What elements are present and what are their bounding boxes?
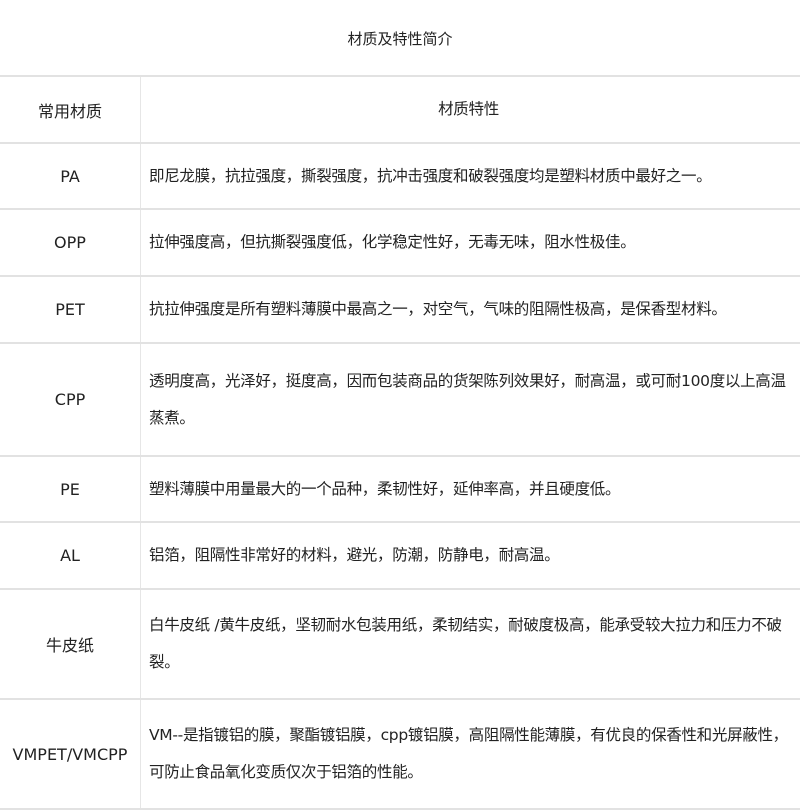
properties-cell: 即尼龙膜，抗拉强度，撕裂强度，抗冲击强度和破裂强度均是塑料材质中最好之一。 <box>141 143 800 209</box>
table-row: VMPET/VMCPP VM--是指镀铝的膜，聚酯镀铝膜，cpp镀铝膜，高阻隔性… <box>0 699 800 809</box>
table-row: OPP 拉伸强度高，但抗撕裂强度低，化学稳定性好，无毒无味，阻水性极佳。 <box>0 209 800 276</box>
header-properties: 材质特性 <box>141 76 800 143</box>
table-row: PET 抗拉伸强度是所有塑料薄膜中最高之一，对空气，气味的阻隔性极高，是保香型材… <box>0 276 800 343</box>
material-cell: PA <box>0 143 141 209</box>
table-row: 牛皮纸 白牛皮纸 /黄牛皮纸，坚韧耐水包装用纸，柔韧结实，耐破度极高，能承受较大… <box>0 589 800 699</box>
table-row: PE 塑料薄膜中用量最大的一个品种，柔韧性好，延伸率高，并且硬度低。 <box>0 456 800 522</box>
table-row: CPP 透明度高，光泽好，挺度高，因而包装商品的货架陈列效果好，耐高温，或可耐1… <box>0 343 800 456</box>
table-title: 材质及特性简介 <box>0 28 800 49</box>
properties-cell: 白牛皮纸 /黄牛皮纸，坚韧耐水包装用纸，柔韧结实，耐破度极高，能承受较大拉力和压… <box>141 589 800 699</box>
material-cell: PE <box>0 456 141 522</box>
properties-cell: 拉伸强度高，但抗撕裂强度低，化学稳定性好，无毒无味，阻水性极佳。 <box>141 209 800 276</box>
properties-cell: 透明度高，光泽好，挺度高，因而包装商品的货架陈列效果好，耐高温，或可耐100度以… <box>141 343 800 456</box>
materials-table: 常用材质 材质特性 PA 即尼龙膜，抗拉强度，撕裂强度，抗冲击强度和破裂强度均是… <box>0 75 800 810</box>
material-cell: AL <box>0 522 141 589</box>
material-cell: 牛皮纸 <box>0 589 141 699</box>
material-cell: VMPET/VMCPP <box>0 699 141 809</box>
material-cell: OPP <box>0 209 141 276</box>
material-cell: PET <box>0 276 141 343</box>
properties-cell: 抗拉伸强度是所有塑料薄膜中最高之一，对空气，气味的阻隔性极高，是保香型材料。 <box>141 276 800 343</box>
table-row: PA 即尼龙膜，抗拉强度，撕裂强度，抗冲击强度和破裂强度均是塑料材质中最好之一。 <box>0 143 800 209</box>
properties-cell: 塑料薄膜中用量最大的一个品种，柔韧性好，延伸率高，并且硬度低。 <box>141 456 800 522</box>
table-row: AL 铝箔，阻隔性非常好的材料，避光，防潮，防静电，耐高温。 <box>0 522 800 589</box>
material-cell: CPP <box>0 343 141 456</box>
header-material: 常用材质 <box>0 76 141 143</box>
table-header-row: 常用材质 材质特性 <box>0 76 800 143</box>
properties-cell: VM--是指镀铝的膜，聚酯镀铝膜，cpp镀铝膜，高阻隔性能薄膜，有优良的保香性和… <box>141 699 800 809</box>
properties-cell: 铝箔，阻隔性非常好的材料，避光，防潮，防静电，耐高温。 <box>141 522 800 589</box>
